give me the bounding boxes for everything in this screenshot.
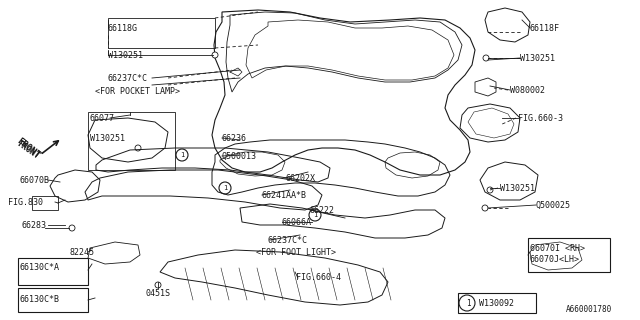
Text: 66236: 66236 [222,133,247,142]
Text: 66077: 66077 [90,114,115,123]
Text: 1: 1 [180,152,184,158]
Text: FIG.660-4: FIG.660-4 [296,274,341,283]
Circle shape [483,55,489,61]
Text: W080002: W080002 [510,85,545,94]
Circle shape [212,52,218,58]
Text: Q500025: Q500025 [536,201,571,210]
Text: 66066A: 66066A [282,218,312,227]
Text: 82245: 82245 [70,247,95,257]
Text: 1: 1 [466,299,470,308]
Text: W130251: W130251 [90,133,125,142]
Text: 66222: 66222 [310,205,335,214]
Circle shape [482,205,488,211]
Circle shape [487,187,493,193]
Text: W130251: W130251 [520,53,555,62]
Text: <FOR FOOT LIGHT>: <FOR FOOT LIGHT> [256,247,336,257]
Text: W130092: W130092 [479,299,514,308]
Text: Q500013: Q500013 [222,151,257,161]
Text: FRONT: FRONT [15,136,42,160]
Circle shape [69,225,75,231]
Text: 66118F: 66118F [530,23,560,33]
Text: 66070B: 66070B [20,175,50,185]
Text: W130251: W130251 [500,183,535,193]
Text: 0451S: 0451S [146,289,171,298]
Text: 66070I <RH>: 66070I <RH> [530,244,585,252]
Text: 66130C*A: 66130C*A [20,263,60,273]
Text: W130251: W130251 [108,51,143,60]
Text: <FOR POCKET LAMP>: <FOR POCKET LAMP> [95,86,180,95]
Text: 66202X: 66202X [285,173,315,182]
Text: 66130C*B: 66130C*B [20,295,60,305]
Text: 66118G: 66118G [108,23,138,33]
Circle shape [155,282,161,288]
Text: 1: 1 [223,185,227,191]
Circle shape [135,145,141,151]
Text: 66283: 66283 [22,220,47,229]
Text: 66237C*C: 66237C*C [268,236,308,244]
Text: 66070J<LH>: 66070J<LH> [530,255,580,265]
Text: FIG.660-3: FIG.660-3 [518,114,563,123]
Text: 1: 1 [313,212,317,218]
Text: FRONT: FRONT [15,139,41,161]
Text: FIG.830: FIG.830 [8,197,43,206]
Text: 66241AA*B: 66241AA*B [262,190,307,199]
Text: 66237C*C: 66237C*C [108,74,148,83]
Text: A660001780: A660001780 [566,306,612,315]
